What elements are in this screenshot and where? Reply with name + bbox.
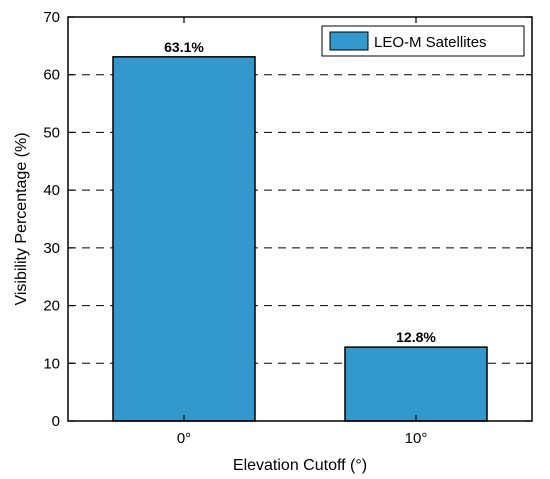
bar-data-label-1: 12.8% bbox=[396, 329, 436, 345]
y-tick-label: 70 bbox=[43, 9, 60, 26]
bar-0 bbox=[112, 56, 256, 422]
y-tick-label: 10 bbox=[43, 355, 60, 372]
y-tick-label: 40 bbox=[43, 182, 60, 199]
plot-frame bbox=[67, 16, 533, 422]
y-tick-label: 20 bbox=[43, 298, 60, 315]
bar-data-label-0: 63.1% bbox=[164, 39, 204, 55]
y-axis-ticks: 0 10 20 30 40 50 60 70 bbox=[43, 9, 532, 430]
legend-swatch bbox=[329, 31, 369, 51]
y-tick-label: 0 bbox=[52, 413, 60, 430]
bars bbox=[112, 56, 488, 422]
legend-label: LEO-M Satellites bbox=[374, 34, 487, 51]
y-tick-label: 50 bbox=[43, 124, 60, 141]
y-tick-label: 30 bbox=[43, 240, 60, 257]
bar-1 bbox=[344, 346, 488, 422]
x-tick-label-0: 0° bbox=[177, 430, 191, 447]
legend: LEO-M Satellites bbox=[321, 25, 525, 57]
x-axis-ticks: 0° 10° bbox=[177, 17, 428, 447]
y-axis-title: Visibility Percentage (%) bbox=[13, 132, 30, 305]
x-tick-label-1: 10° bbox=[405, 430, 428, 447]
y-tick-label: 60 bbox=[43, 67, 60, 84]
x-axis-title: Elevation Cutoff (°) bbox=[233, 457, 367, 474]
bar-data-labels: 63.1% 12.8% bbox=[164, 39, 436, 345]
